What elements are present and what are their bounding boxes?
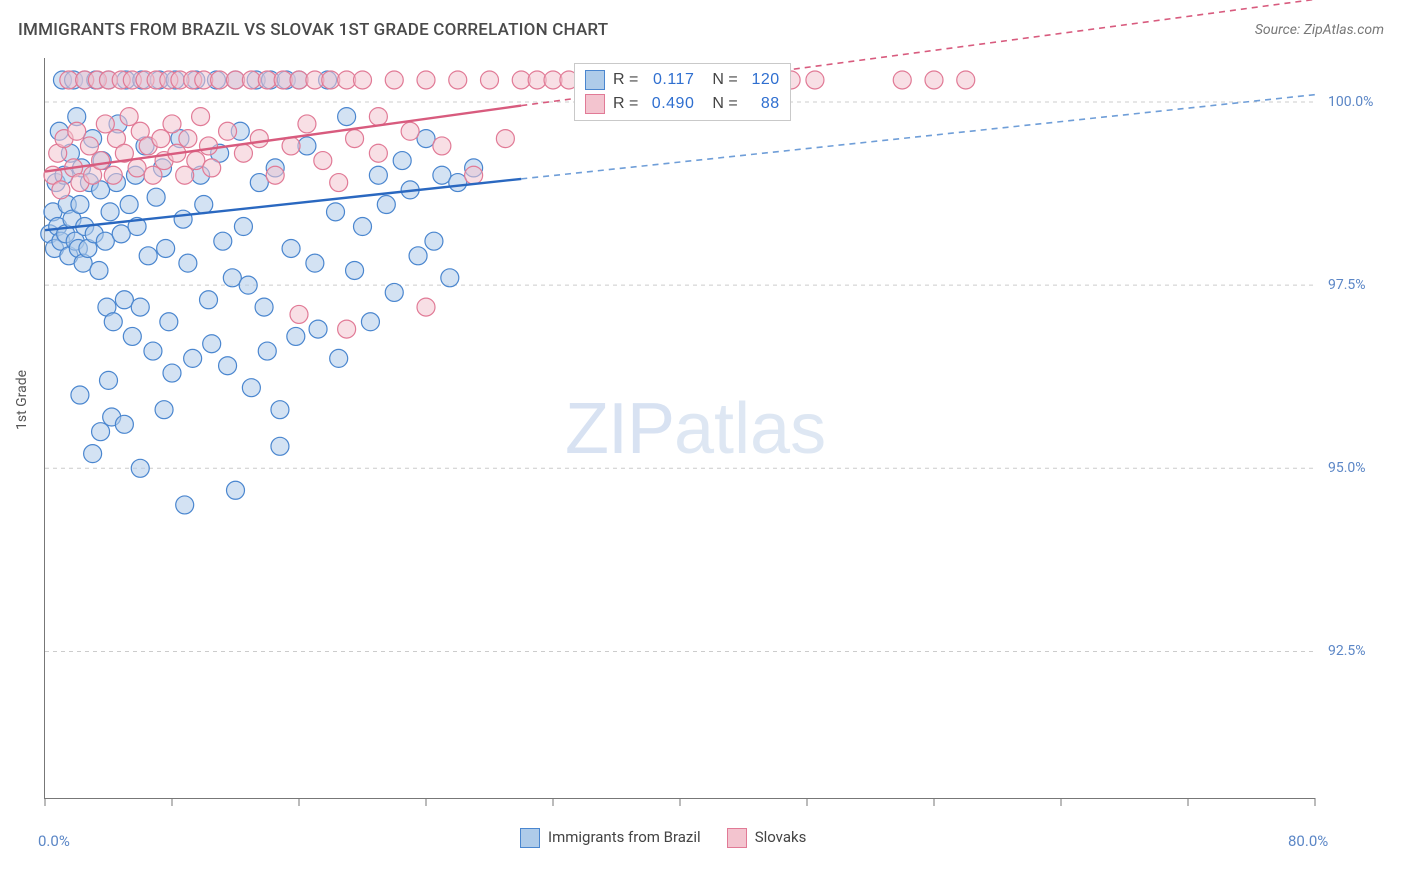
stats-row-brazil: R = 0.117 N = 120 [585, 68, 780, 92]
legend-label-slovak: Slovaks [755, 828, 807, 846]
stats-n-brazil: 120 [746, 68, 780, 92]
x-tick-label-min: 0.0% [38, 832, 70, 850]
y-axis-title: 1st Grade [14, 370, 30, 430]
stats-box: R = 0.117 N = 120 R = 0.490 N = 88 [574, 63, 791, 121]
y-tick-label: 100.0% [1328, 94, 1373, 110]
legend-item-slovak: Slovaks [727, 828, 807, 848]
stats-n-slovak: 88 [746, 92, 780, 116]
y-tick-label: 92.5% [1328, 643, 1366, 659]
plot-svg [45, 58, 1315, 798]
stats-swatch-slovak [585, 94, 605, 114]
source-label: Source: ZipAtlas.com [1255, 22, 1384, 38]
stats-r-slovak: 0.490 [646, 92, 694, 116]
legend-item-brazil: Immigrants from Brazil [520, 828, 701, 848]
y-tick-label: 97.5% [1328, 277, 1366, 293]
legend-swatch-brazil [520, 828, 540, 848]
stats-swatch-brazil [585, 70, 605, 90]
stats-r-label: R = [613, 68, 638, 92]
legend-swatch-slovak [727, 828, 747, 848]
y-tick-label: 95.0% [1328, 460, 1366, 476]
stats-r-brazil: 0.117 [646, 68, 694, 92]
stats-n-label-2: N = [712, 92, 737, 116]
stats-r-label-2: R = [613, 92, 638, 116]
x-tick-label-max: 80.0% [1288, 832, 1328, 850]
plot-area: ZIPatlas [44, 58, 1315, 799]
stats-row-slovak: R = 0.490 N = 88 [585, 92, 780, 116]
legend: Immigrants from Brazil Slovaks [520, 828, 806, 848]
stats-n-label: N = [712, 68, 737, 92]
chart-title: IMMIGRANTS FROM BRAZIL VS SLOVAK 1ST GRA… [18, 20, 608, 40]
legend-label-brazil: Immigrants from Brazil [548, 828, 701, 846]
